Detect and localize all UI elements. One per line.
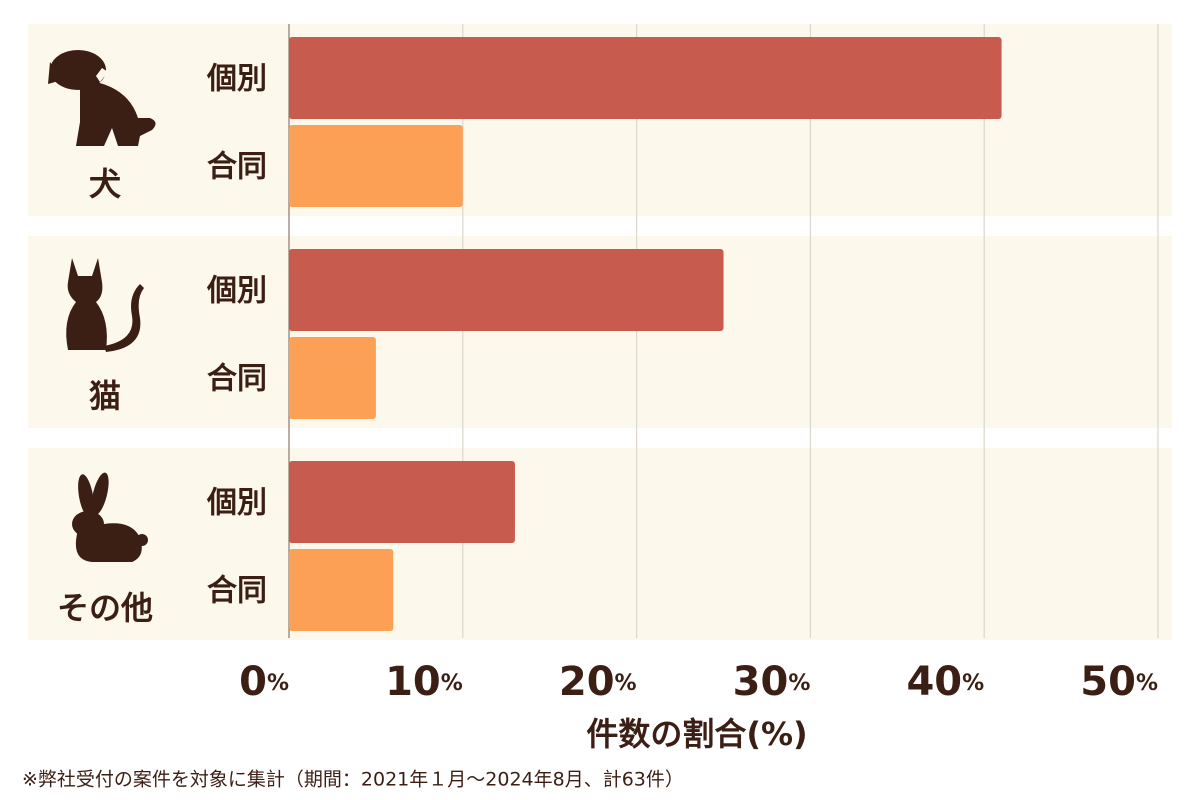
x-tick-label: 0%: [239, 659, 289, 705]
x-tick-label: 10%: [385, 659, 463, 705]
bar: [289, 125, 463, 207]
rabbit-icon: [72, 472, 148, 562]
bar: [289, 249, 724, 331]
dog-icon: [48, 50, 156, 146]
bar: [289, 337, 376, 419]
category-label: その他: [57, 589, 153, 627]
footnote: ※弊社受付の案件を対象に集計（期間：2021年１月～2024年8月、計63件）: [22, 769, 684, 791]
series-label: 合同: [207, 150, 267, 185]
x-tick-label: 30%: [733, 659, 811, 705]
bar: [289, 461, 515, 543]
x-axis-title: 件数の割合(%): [586, 715, 807, 753]
category-label: 犬: [89, 165, 121, 203]
group-panel: [28, 448, 1172, 640]
cat-icon: [66, 258, 144, 352]
bar: [289, 37, 1002, 119]
x-tick-label: 20%: [559, 659, 637, 705]
series-label: 個別: [206, 274, 267, 309]
series-label: 合同: [207, 362, 267, 397]
category-label: 猫: [89, 377, 121, 415]
x-tick-label: 40%: [906, 659, 984, 705]
series-label: 個別: [206, 62, 267, 97]
bar: [289, 549, 394, 631]
x-tick-label: 50%: [1080, 659, 1158, 705]
series-label: 個別: [206, 486, 267, 521]
series-label: 合同: [207, 574, 267, 609]
